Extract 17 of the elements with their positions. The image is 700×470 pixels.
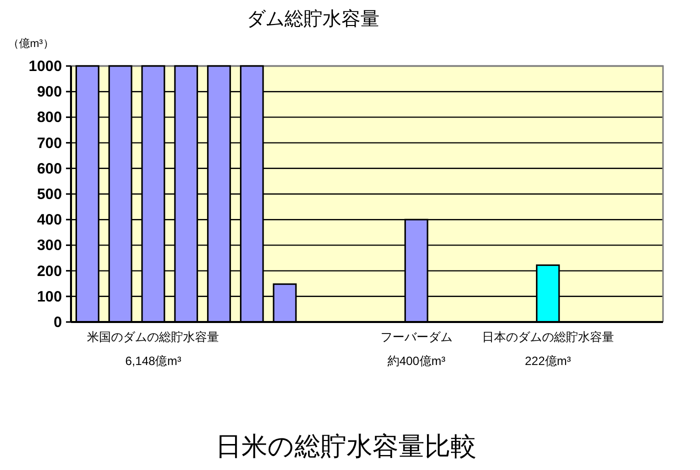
x-tick-label: 米国のダムの総貯水容量6,148億m³ bbox=[87, 330, 220, 368]
y-tick-label: 200 bbox=[36, 262, 62, 280]
x-tick-label: フーバーダム約400億m³ bbox=[380, 330, 452, 368]
y-tick-label: 800 bbox=[36, 109, 62, 126]
y-tick-label: 900 bbox=[36, 84, 62, 101]
text: 日米の総貯水容量比較 bbox=[216, 431, 476, 461]
y-axis-title: （億m³） bbox=[8, 37, 54, 50]
y-tick-label: 500 bbox=[36, 186, 62, 203]
x-tick-label: 日本のダムの総貯水容量222億m³ bbox=[482, 330, 614, 368]
y-tick-label: 0 bbox=[54, 314, 62, 331]
y-tick-label: 1000 bbox=[28, 58, 62, 75]
y-tick-label: 700 bbox=[36, 134, 62, 152]
y-tick-label: 100 bbox=[36, 288, 62, 306]
y-tick-label: 600 bbox=[36, 160, 62, 178]
y-tick-label: 400 bbox=[36, 212, 62, 229]
y-tick-label: 300 bbox=[36, 237, 62, 254]
chart-title: ダム総貯水容量 bbox=[246, 8, 380, 30]
